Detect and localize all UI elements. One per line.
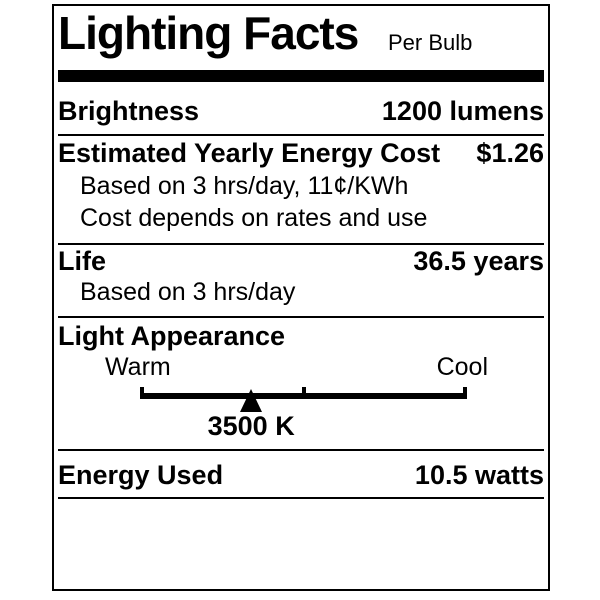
energy-used-label: Energy Used (58, 460, 224, 490)
energy-cost-label: Estimated Yearly Energy Cost (58, 138, 441, 168)
title-divider-bar (58, 70, 544, 82)
lighting-facts-label: Lighting Facts Per Bulb Brightness 1200 … (52, 4, 550, 591)
warm-label: Warm (105, 353, 171, 381)
light-appearance-label: Light Appearance (58, 321, 286, 351)
brightness-value: 1200 lumens (381, 96, 544, 126)
energy-cost-value: $1.26 (476, 138, 544, 168)
energy-cost-note-disclaimer: Cost depends on rates and use (80, 204, 428, 232)
scale-tick-middle (302, 387, 306, 399)
scale-tick-warm-end (140, 387, 144, 399)
scale-tick-cool-end (463, 387, 467, 399)
life-value: 36.5 years (413, 246, 544, 276)
section-divider (58, 134, 544, 136)
life-label: Life (58, 246, 107, 276)
life-note-basis: Based on 3 hrs/day (80, 278, 296, 306)
color-temp-marker-triangle-icon (240, 389, 263, 412)
label-title: Lighting Facts (58, 7, 359, 59)
color-temp-value: 3500 K (207, 411, 295, 441)
energy-cost-note-basis: Based on 3 hrs/day, 11¢/KWh (80, 172, 409, 200)
section-divider (58, 497, 544, 499)
section-divider (58, 449, 544, 451)
cool-label: Cool (436, 353, 488, 381)
section-divider (58, 243, 544, 245)
energy-used-value: 10.5 watts (414, 460, 544, 490)
brightness-label: Brightness (58, 96, 200, 126)
label-subtitle: Per Bulb (388, 30, 473, 55)
section-divider (58, 316, 544, 318)
